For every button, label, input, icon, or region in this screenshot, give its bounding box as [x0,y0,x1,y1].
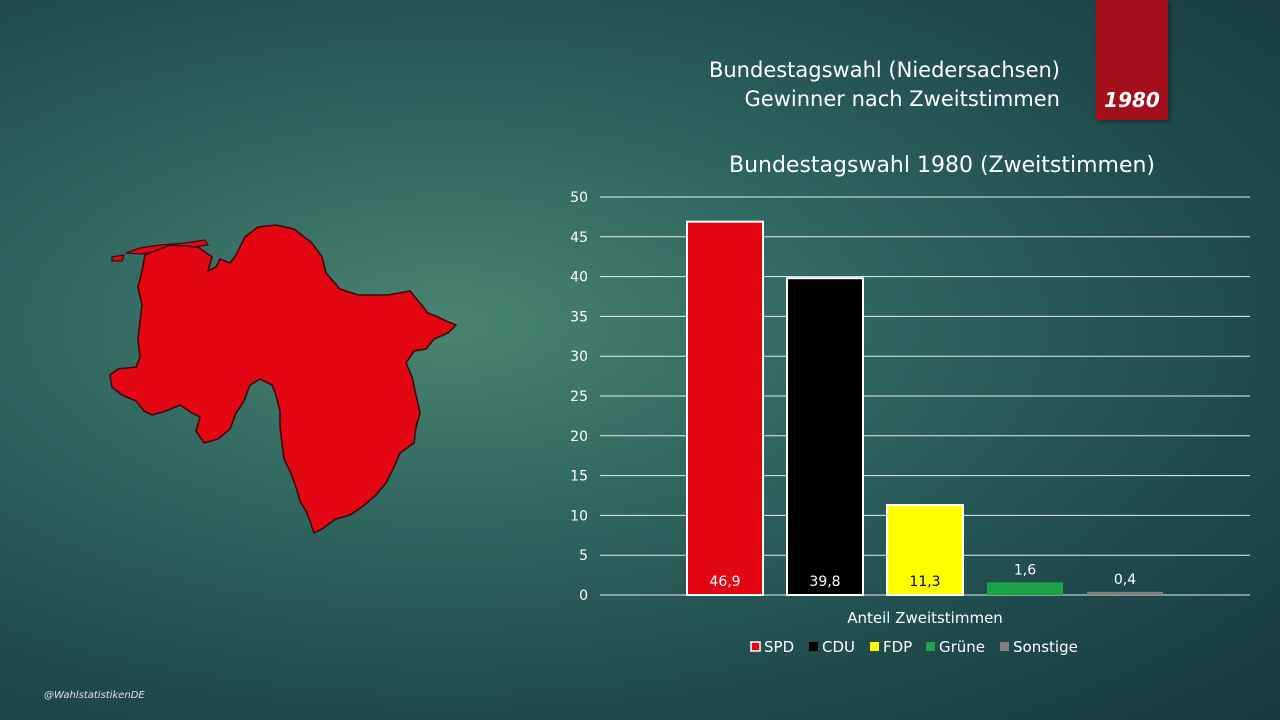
legend-item: Grüne [926,638,985,656]
bar-chart: Bundestagswahl 1980 (Zweitstimmen) 0 5 10 1… [570,153,1250,656]
legend-item: FDP [870,638,912,656]
legend-label: Sonstige [1013,638,1078,656]
y-tick-label: 25 [570,389,588,405]
chart-y-ticks: 0 5 10 15 20 25 30 35 40 45 50 [570,190,588,604]
y-tick-label: 20 [570,429,588,445]
map-state-shape [109,224,458,535]
header-title-line2: Gewinner nach Zweitstimmen [744,87,1060,111]
legend-swatch [926,642,935,651]
bar-data-label: 11,3 [909,574,940,590]
chart-x-axis-label: Anteil Zweitstimmen [847,609,1003,627]
header-title-line1: Bundestagswahl (Niedersachsen) [708,58,1060,82]
bar-grne [987,582,1063,595]
header-title: Bundestagswahl (Niedersachsen) Gewinner … [709,56,1060,114]
y-tick-label: 10 [570,508,588,524]
bar-data-label: 0,4 [1114,572,1136,588]
bar-cdu [786,277,864,597]
y-tick-label: 15 [570,469,588,485]
y-tick-label: 35 [570,309,588,325]
chart-bars [686,220,1163,597]
legend-label: Grüne [939,638,985,656]
legend-item: SPD [750,638,794,656]
chart-bar-labels: 46,9 39,8 11,3 1,6 0,4 [709,562,1136,590]
y-tick-label: 30 [570,349,588,365]
legend-item: CDU [809,638,855,656]
y-tick-label: 0 [579,588,588,604]
legend-label: CDU [822,638,855,656]
legend-swatch [750,641,761,652]
legend-label: FDP [883,638,912,656]
chart-title: Bundestagswahl 1980 (Zweitstimmen) [729,153,1155,178]
chart-legend: SPD CDU FDP Grüne Sonstige [750,638,1078,656]
bar-sonstige [1087,591,1163,595]
y-tick-label: 50 [570,190,588,206]
bar-spd [686,220,764,597]
year-tag: 1980 [1096,0,1168,120]
year-label: 1980 [1104,88,1160,112]
niedersachsen-map [109,224,458,535]
bar-fdp [886,504,964,596]
bar-data-label: 46,9 [709,574,740,590]
y-tick-label: 45 [570,230,588,246]
legend-label: SPD [764,638,794,656]
footer-credit: @WahlstatistikenDE [44,690,145,701]
y-tick-label: 40 [570,270,588,286]
legend-item: Sonstige [1000,638,1078,656]
bar-data-label: 1,6 [1014,562,1036,578]
bar-data-label: 39,8 [809,574,840,590]
legend-swatch [1000,642,1009,651]
legend-swatch [870,642,879,651]
y-tick-label: 5 [579,548,588,564]
legend-swatch [809,642,818,651]
